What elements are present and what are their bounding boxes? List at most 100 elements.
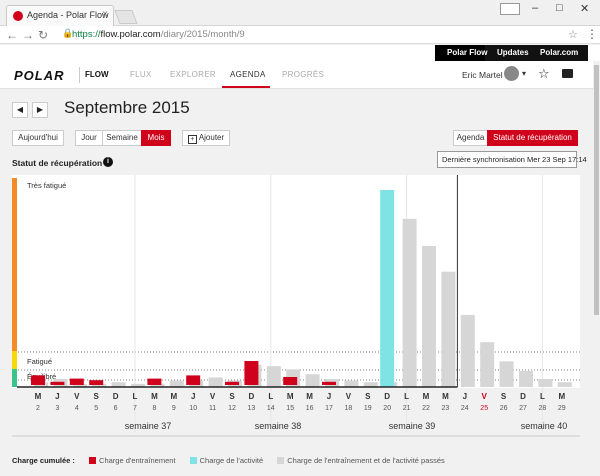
day-letter-label: J [191,392,195,401]
user-name[interactable]: Eric Martel [462,70,503,80]
info-icon[interactable]: i [103,157,113,167]
legend-swatch-training [89,457,97,464]
day-number-label: 29 [558,405,566,412]
day-number-label: 22 [422,405,430,412]
app-header: POLAR FLOW FLUX EXPLORER AGENDA PROGRÈS … [0,61,600,89]
day-number-label: 26 [500,405,508,412]
day-letter-label: M [287,392,294,401]
topbar-polar-com[interactable]: Polar.com [540,48,579,57]
day-letter-label: M [35,392,42,401]
bar-past [169,380,184,387]
bar-past [92,383,107,387]
close-tab-icon[interactable]: × [102,9,108,20]
day-letter-label: D [113,392,119,401]
bar-training [89,380,104,385]
day-number-label: 2 [36,405,40,412]
bar-past [266,366,281,387]
day-number-label: 24 [461,405,469,412]
back-icon[interactable]: ← [6,28,18,42]
nav-explorer[interactable]: EXPLORER [170,70,216,79]
day-letter-label: M [151,392,158,401]
profile-icon[interactable] [500,3,520,15]
week-label: semaine 37 [125,421,172,431]
day-number-label: 3 [55,405,59,412]
scrollbar-thumb[interactable] [594,65,599,315]
day-letter-label: S [229,392,235,401]
day-letter-label: M [306,392,313,401]
new-tab-button[interactable] [114,10,138,24]
bar-training [283,376,298,385]
today-button[interactable]: Aujourd'hui [12,130,64,146]
minimize-icon[interactable]: – [532,2,539,14]
agenda-mode-button[interactable]: Agenda [453,130,488,146]
day-number-label: 27 [519,405,527,412]
nav-flux[interactable]: FLUX [130,70,152,79]
bar-past [499,361,514,387]
bar-training [186,375,201,385]
day-number-label: 16 [306,405,314,412]
address-bar[interactable]: 🔒 https://flow.polar.com/diary/2015/mont… [58,28,582,42]
bar-training [225,381,239,385]
url-path: /diary/2015/month/9 [160,29,245,40]
day-number-label: 18 [345,405,353,412]
section-title: Statut de récupération [12,158,103,168]
calendar-plus-icon: + [187,135,197,144]
url-host: flow.polar.com [100,29,161,40]
zone-strip-balanced [12,369,17,387]
polar-logo[interactable]: POLAR [14,68,65,83]
week-view-button[interactable]: Semaine [102,130,142,146]
day-number-label: 8 [152,405,156,412]
nav-agenda[interactable]: AGENDA [230,70,266,79]
browser-toolbar: ← → ↻ 🔒 https://flow.polar.com/diary/201… [0,26,600,44]
topbar-updates[interactable]: Updates [497,48,529,57]
page-scrollbar[interactable] [593,61,600,476]
bar-training [147,378,162,385]
bar-past [460,314,475,387]
bar-past [441,271,456,387]
bar-training [69,378,84,385]
chevron-down-icon[interactable]: ▾ [522,69,527,78]
lock-icon: 🔒 [62,28,74,38]
polar-favicon-icon [13,11,23,21]
forward-icon[interactable]: → [22,28,34,42]
day-number-label: 6 [114,405,118,412]
nav-active-underline [222,86,270,88]
day-letter-label: D [520,392,526,401]
day-number-label: 13 [248,405,256,412]
day-letter-label: S [501,392,507,401]
week-label: semaine 38 [255,421,302,431]
bar-past [480,342,495,387]
day-letter-label: V [74,392,80,401]
month-view-button[interactable]: Mois [141,130,171,146]
legend-title: Charge cumulée : [12,456,75,465]
bookmark-star-icon[interactable]: ☆ [568,29,578,41]
next-month-button[interactable]: ▶ [32,102,48,118]
bar-past [557,382,572,387]
day-view-button[interactable]: Jour [75,130,103,146]
favorites-star-icon[interactable]: ☆ [538,66,550,81]
browser-tab[interactable]: Agenda - Polar Flow × [6,5,114,26]
day-letter-label: M [170,392,177,401]
messages-icon[interactable] [562,69,573,78]
nav-progres[interactable]: PROGRÈS [282,70,325,79]
browser-menu-icon[interactable]: ⋮ [586,27,598,41]
maximize-icon[interactable]: □ [556,2,563,14]
recovery-status-button[interactable]: Statut de récupération [487,130,578,146]
bar-past [111,382,126,387]
browser-titlebar: Agenda - Polar Flow × – □ ✕ [0,0,600,26]
topbar-polar-flow[interactable]: Polar Flow [447,48,488,57]
bar-past [150,383,165,387]
reload-icon[interactable]: ↻ [38,28,49,42]
legend-activity: Charge de l'activité [199,456,264,465]
close-window-icon[interactable]: ✕ [580,3,590,15]
previous-month-button[interactable]: ◀ [12,102,28,118]
day-number-label: 28 [539,405,547,412]
day-number-label: 25 [480,405,488,412]
day-letter-label: M [442,392,449,401]
day-number-label: 9 [172,405,176,412]
add-label: Ajouter [198,133,225,142]
day-letter-label: J [463,392,467,401]
day-number-label: 12 [228,405,236,412]
add-button[interactable]: + Ajouter [182,130,230,146]
avatar[interactable] [504,66,519,81]
